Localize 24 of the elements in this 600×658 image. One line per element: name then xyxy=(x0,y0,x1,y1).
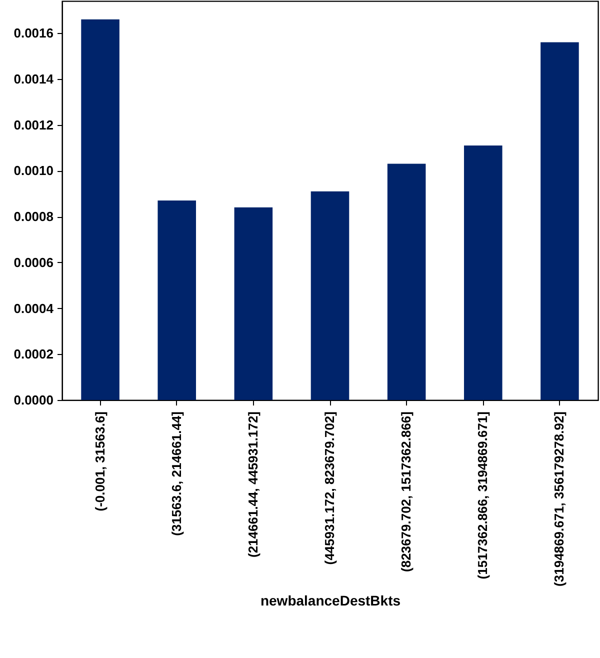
x-tick-label: (31563.6, 214661.44] xyxy=(168,412,184,536)
x-tick-label: (823679.702, 1517362.866] xyxy=(398,412,414,572)
y-tick-label: 0.0004 xyxy=(14,300,54,316)
bar xyxy=(81,19,120,400)
y-tick-label: 0.0006 xyxy=(14,254,54,270)
x-tick-label: (1517362.866, 3194869.671] xyxy=(475,412,490,580)
bar xyxy=(387,164,426,400)
y-tick-label: 0.0012 xyxy=(14,117,54,132)
x-tick-label: (445931.172, 823679.702] xyxy=(322,412,337,565)
bar xyxy=(464,145,502,400)
x-tick-label: (3194869.671, 356179278.92] xyxy=(552,412,567,586)
y-tick-label: 0.0000 xyxy=(14,392,54,408)
x-tick-label: (214661.44, 445931.172] xyxy=(245,412,260,558)
y-tick-label: 0.0008 xyxy=(14,209,54,224)
x-axis-title: newbalanceDestBkts xyxy=(260,592,401,608)
bar xyxy=(158,200,196,400)
x-tick-label: (-0.001, 31563.6] xyxy=(92,412,108,512)
bar xyxy=(234,207,273,400)
y-tick-label: 0.0014 xyxy=(14,71,54,86)
y-tick-label: 0.0002 xyxy=(14,346,54,362)
bar xyxy=(310,191,350,400)
bar xyxy=(540,42,579,400)
y-tick-label: 0.0010 xyxy=(14,163,54,178)
y-tick-label: 0.0016 xyxy=(14,26,54,41)
